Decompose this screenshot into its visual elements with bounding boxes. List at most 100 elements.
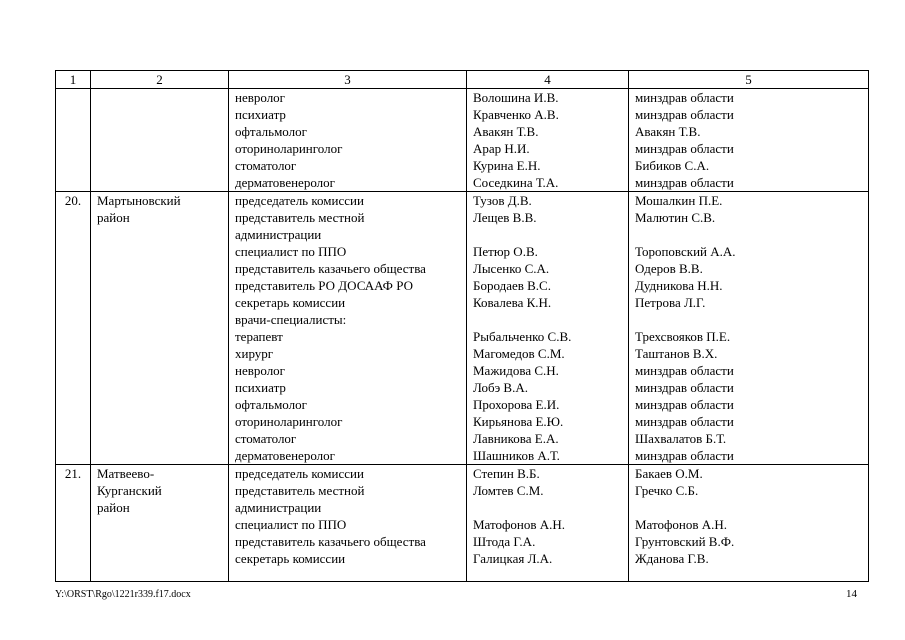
approver-line: Дудникова Н.Н. bbox=[635, 278, 723, 293]
approver-line: минздрав области bbox=[635, 448, 734, 463]
approver-line: Одеров В.В. bbox=[635, 261, 703, 276]
name-line: Кравченко А.В. bbox=[473, 107, 559, 122]
role-line: специалист по ППО bbox=[235, 244, 347, 259]
name-line: Бородаев В.С. bbox=[473, 278, 551, 293]
name-line: Ковалева К.Н. bbox=[473, 295, 552, 310]
district-name: Мартыновский район bbox=[97, 193, 181, 225]
role-line: невролог bbox=[235, 363, 286, 378]
approver-line: минздрав области bbox=[635, 397, 734, 412]
column-header: 5 bbox=[628, 70, 869, 89]
name-line: Штода Г.А. bbox=[473, 534, 536, 549]
row-number-cell bbox=[55, 88, 91, 192]
role-line: оториноларинголог bbox=[235, 414, 343, 429]
approver-line: Авакян Т.В. bbox=[635, 124, 701, 139]
role-line: представитель РО ДОСААФ РО bbox=[235, 278, 413, 293]
role-line: дерматовенеролог bbox=[235, 448, 335, 463]
approver-line: минздрав области bbox=[635, 380, 734, 395]
role-line: стоматолог bbox=[235, 158, 297, 173]
row-number-cell: 20. bbox=[55, 191, 91, 465]
approver-line: Жданова Г.В. bbox=[635, 551, 709, 566]
name-line bbox=[473, 499, 622, 516]
name-cell: Тузов Д.В. Лещев В.В. Петюр О.В. Лысенко С… bbox=[466, 191, 629, 465]
name-line: Прохорова Е.И. bbox=[473, 397, 560, 412]
role-line: терапевт bbox=[235, 329, 283, 344]
approver-line: Бакаев О.М. bbox=[635, 466, 703, 481]
role-line: оториноларинголог bbox=[235, 141, 343, 156]
name-line: Лобэ В.А. bbox=[473, 380, 528, 395]
name-line: Галицкая Л.А. bbox=[473, 551, 553, 566]
approver-cell: минздрав области минздрав области Авакян Т… bbox=[628, 88, 869, 192]
district-name: Матвеево-Курганский район bbox=[97, 466, 162, 515]
district-cell: Мартыновский район bbox=[90, 191, 229, 465]
name-line: Ломтев С.М. bbox=[473, 483, 544, 498]
approver-line: Шахвалатов Б.Т. bbox=[635, 431, 727, 446]
name-line: Лещев В.В. bbox=[473, 210, 537, 225]
approver-line: минздрав области bbox=[635, 175, 734, 190]
role-line: офтальмолог bbox=[235, 397, 307, 412]
name-line: Тузов Д.В. bbox=[473, 193, 532, 208]
name-line: Авакян Т.В. bbox=[473, 124, 539, 139]
name-line: Петюр О.В. bbox=[473, 244, 538, 259]
approver-line: Матофонов А.Н. bbox=[635, 517, 728, 532]
name-line bbox=[473, 311, 622, 328]
approver-line: Тороповский А.А. bbox=[635, 244, 736, 259]
role-line: дерматовенеролог bbox=[235, 175, 335, 190]
page-number: 14 bbox=[846, 588, 857, 600]
role-line: психиатр bbox=[235, 380, 286, 395]
name-line: Курина Е.Н. bbox=[473, 158, 541, 173]
role-line: представитель казачьего общества bbox=[235, 261, 426, 276]
approver-line: Малютин С.В. bbox=[635, 210, 716, 225]
approver-line: Бибиков С.А. bbox=[635, 158, 710, 173]
district-cell: Матвеево-Курганский район bbox=[90, 464, 229, 582]
role-cell: председатель комиссии представитель местн… bbox=[228, 464, 467, 582]
role-line: администрации bbox=[235, 227, 322, 242]
approver-line: минздрав области bbox=[635, 107, 734, 122]
role-cell: председатель комиссии представитель местн… bbox=[228, 191, 467, 465]
role-line: секретарь комиссии bbox=[235, 295, 346, 310]
approver-line: Мошалкин П.Е. bbox=[635, 193, 723, 208]
role-line: специалист по ППО bbox=[235, 517, 347, 532]
name-cell: Степин В.Б. Ломтев С.М. Матофонов А.Н. Што… bbox=[466, 464, 629, 582]
approver-line bbox=[635, 499, 862, 516]
table-row: 21. Матвеево-Курганский район председатель… bbox=[55, 464, 869, 582]
role-cell: невролог психиатр офтальмолог оториноларинг… bbox=[228, 88, 467, 192]
name-line: Рыбальченко С.В. bbox=[473, 329, 572, 344]
name-cell: Волошина И.В. Кравченко А.В. Авакян Т.В. Ар… bbox=[466, 88, 629, 192]
table-row: невролог психиатр офтальмолог оториноларинг… bbox=[55, 88, 869, 192]
table-body: невролог психиатр офтальмолог оториноларинг… bbox=[55, 88, 869, 582]
name-line: Арар Н.И. bbox=[473, 141, 530, 156]
role-line: администрации bbox=[235, 500, 322, 515]
document-file-path: Y:\ORST\Rgo\1221r339.f17.docx bbox=[55, 589, 191, 600]
name-line bbox=[473, 226, 622, 243]
approver-line: минздрав области bbox=[635, 90, 734, 105]
role-line: хирург bbox=[235, 346, 274, 361]
approver-line: Петрова Л.Г. bbox=[635, 295, 706, 310]
name-line: Кирьянова Е.Ю. bbox=[473, 414, 564, 429]
approver-line: Гречко С.Б. bbox=[635, 483, 699, 498]
name-line: Лавникова Е.А. bbox=[473, 431, 559, 446]
approver-line: минздрав области bbox=[635, 141, 734, 156]
name-line: Волошина И.В. bbox=[473, 90, 559, 105]
role-line: секретарь комиссии bbox=[235, 551, 346, 566]
name-line: Матофонов А.Н. bbox=[473, 517, 566, 532]
name-line: Шашников А.Т. bbox=[473, 448, 560, 463]
role-line: офтальмолог bbox=[235, 124, 307, 139]
approver-line bbox=[635, 226, 862, 243]
name-line: Соседкина Т.А. bbox=[473, 175, 559, 190]
role-line: психиатр bbox=[235, 107, 286, 122]
row-number-cell: 21. bbox=[55, 464, 91, 582]
approver-cell: Мошалкин П.Е. Малютин С.В. Тороповский А.… bbox=[628, 191, 869, 465]
role-line: стоматолог bbox=[235, 431, 297, 446]
column-header: 3 bbox=[228, 70, 467, 89]
approver-line: Трехсвояков П.Е. bbox=[635, 329, 731, 344]
approver-line: Таштанов В.Х. bbox=[635, 346, 718, 361]
role-line: председатель комиссии bbox=[235, 466, 364, 481]
role-line: представитель местной bbox=[235, 210, 365, 225]
role-line: председатель комиссии bbox=[235, 193, 364, 208]
district-cell bbox=[90, 88, 229, 192]
column-header: 1 bbox=[55, 70, 91, 89]
role-line: представитель казачьего общества bbox=[235, 534, 426, 549]
name-line: Лысенко С.А. bbox=[473, 261, 550, 276]
column-header: 4 bbox=[466, 70, 629, 89]
